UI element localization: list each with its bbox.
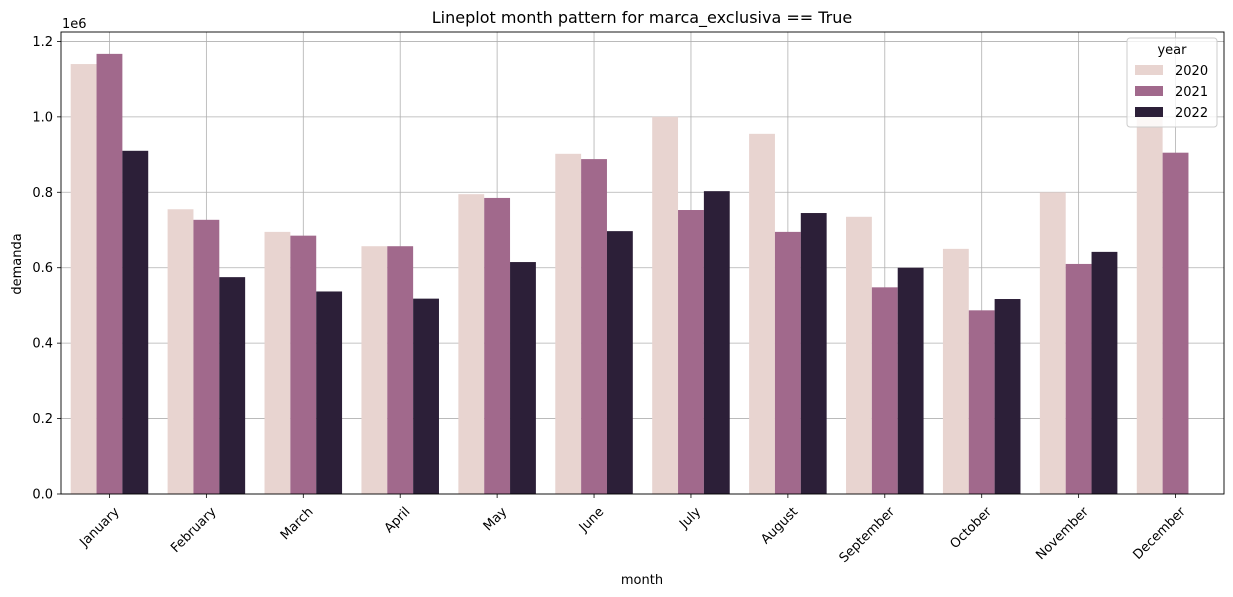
bar-2020-march [264,231,291,494]
axes [57,31,1225,498]
x-tick-label: April [382,505,414,537]
bar-2021-december [1162,152,1189,494]
bar-2020-february [167,209,194,494]
bar-2021-june [581,159,607,494]
bar-2020-june [555,153,582,494]
bar-2022-september [897,267,924,494]
bar-2020-july [652,116,679,494]
x-tick-label: August [758,505,801,548]
legend-swatch-2022 [1135,107,1163,117]
bar-2020-september [846,216,872,495]
bar-2021-july [678,210,704,495]
legend: year 2020 2021 2022 [1126,37,1218,128]
y-tick-label: 0.6 [32,261,53,276]
bar-2020-december [1136,116,1163,494]
x-tick-label: January [76,504,122,550]
bar-2021-may [484,197,511,494]
bar-2021-september [871,287,898,494]
bar-2021-august [774,231,801,494]
plot-frame [60,31,1225,495]
bar-2022-november [1091,251,1118,494]
x-tick-label: November [1033,504,1092,563]
bar-2022-june [606,231,633,495]
bar-2021-april [387,246,414,494]
x-tick-label: September [837,504,899,566]
legend-swatch-2020 [1135,65,1163,75]
y-axis-offset-label: 1e6 [62,17,87,32]
bar-2021-march [290,235,317,494]
bar-2020-november [1039,192,1066,495]
y-tick-label: 1.2 [32,35,53,50]
bar-2020-april [361,246,388,494]
y-axis-label: demanda [10,233,25,294]
bar-2020-october [942,248,969,494]
legend-label-2021: 2021 [1175,85,1208,100]
y-tick-label: 0.4 [32,337,53,352]
legend-swatch-2021 [1135,86,1163,96]
x-tick-label: December [1130,504,1189,563]
x-tick-label: July [676,504,704,532]
bar-2022-april [413,298,439,494]
y-tick-label: 1.0 [32,110,53,125]
bar-2022-january [122,150,149,495]
legend-label-2022: 2022 [1175,106,1208,121]
bar-2021-january [96,53,123,494]
x-tick-label: February [168,504,220,556]
x-tick-label: June [576,505,607,536]
legend-title: year [1157,43,1187,58]
x-axis-label: month [621,573,663,588]
bar-2022-may [510,262,536,494]
bar-2022-october [994,299,1021,494]
bar-2021-february [193,219,220,494]
bar-2022-july [703,191,730,494]
y-tick-label: 0.2 [32,412,53,427]
bar-2022-february [219,277,246,494]
bar-2021-october [968,310,995,494]
bars [70,53,1189,495]
x-tick-label: October [948,504,996,552]
bar-2022-march [316,291,343,494]
x-tick-label: March [278,505,317,544]
bar-2020-january [70,64,97,495]
bar-2022-august [800,213,827,494]
y-tick-label: 0.8 [32,186,53,201]
bar-2021-november [1065,263,1092,494]
chart-title: Lineplot month pattern for marca_exclusi… [432,8,852,28]
legend-box [1126,37,1218,128]
bar-2020-may [458,194,485,494]
legend-label-2020: 2020 [1175,64,1208,79]
y-tick-label: 0.0 [32,488,53,503]
bar-2020-august [749,133,775,495]
x-tick-label: May [481,504,511,534]
